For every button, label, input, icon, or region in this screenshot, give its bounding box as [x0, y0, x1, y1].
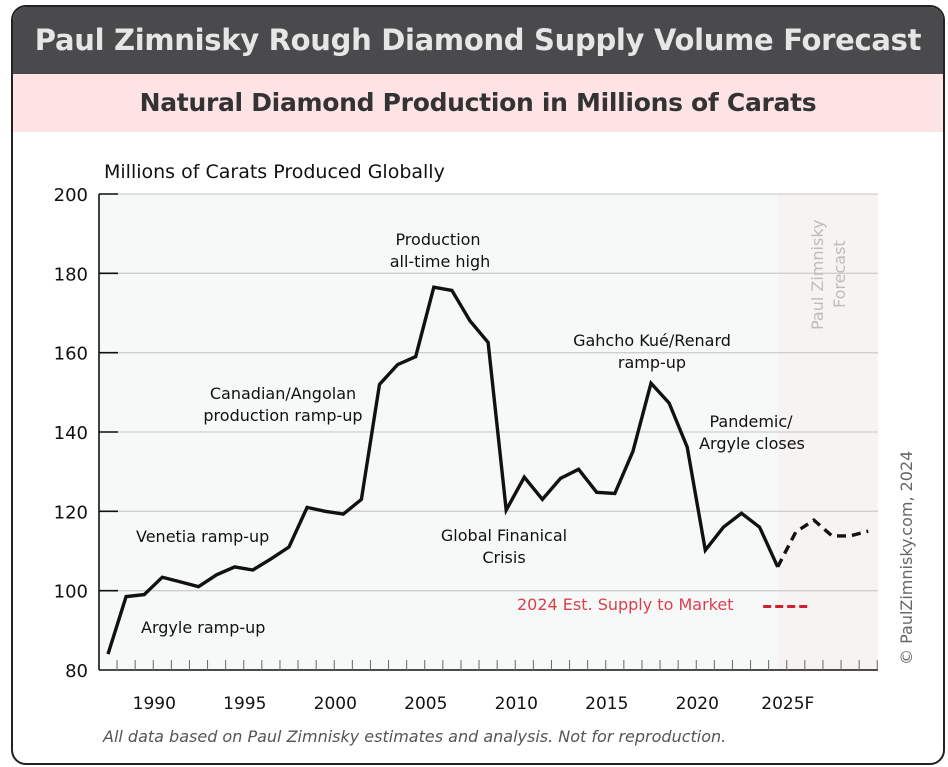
annotation-gfc-line1: Global Finanical: [441, 526, 567, 545]
footer-note: All data based on Paul Zimnisky estimate…: [102, 727, 726, 746]
annotation-venetia: Venetia ramp-up: [136, 527, 269, 546]
series-actual-line: [106, 285, 780, 655]
y-tick-label-140: 140: [54, 423, 88, 444]
y-tick-label-160: 160: [54, 344, 88, 365]
annotation-pandemic-line2: Argyle closes: [699, 434, 805, 453]
annotation-pandemic-line1: Pandemic/: [709, 412, 793, 431]
copyright-text: © PaulZimnisky.com, 2024: [897, 451, 916, 665]
annotation-canadian-line1: Canadian/Angolan: [210, 384, 356, 403]
x-tick-label-2015: 2015: [585, 694, 628, 714]
annotation-estimate: 2024 Est. Supply to Market: [517, 595, 733, 614]
x-tick-label-1990: 1990: [133, 694, 176, 714]
y-axis-title: Millions of Carats Produced Globally: [104, 161, 445, 183]
x-tick-label-2010: 2010: [495, 694, 538, 714]
chart-subtitle: Natural Diamond Production in Millions o…: [13, 74, 943, 132]
y-tick-label-80: 80: [65, 661, 88, 682]
annotation-peak-line2: all-time high: [390, 252, 491, 271]
x-tick-label-2025F: 2025F: [761, 694, 814, 714]
annotation-canadian-line2: production ramp-up: [203, 406, 362, 425]
annotation-gfc-line2: Crisis: [482, 548, 525, 567]
y-tick-label-120: 120: [54, 502, 88, 523]
chart-header-title: Paul Zimnisky Rough Diamond Supply Volum…: [13, 7, 943, 74]
annotation-argyle: Argyle ramp-up: [141, 618, 265, 637]
annotation-gahcho-line1: Gahcho Kué/Renard: [573, 331, 731, 350]
forecast-label-line1: Paul Zimnisky: [808, 220, 827, 330]
annotation-gahcho-line2: ramp-up: [618, 353, 686, 372]
x-tick-label-2000: 2000: [314, 694, 357, 714]
forecast-label-line2: Forecast: [830, 240, 849, 308]
x-tick-label-2020: 2020: [676, 694, 719, 714]
y-tick-label-180: 180: [54, 264, 88, 285]
y-tick-label-100: 100: [54, 582, 88, 603]
series-forecast-line: [776, 517, 869, 568]
x-tick-label-1995: 1995: [223, 694, 266, 714]
annotation-peak-line1: Production: [395, 230, 480, 249]
x-tick-label-2005: 2005: [404, 694, 447, 714]
y-tick-label-200: 200: [54, 185, 88, 206]
